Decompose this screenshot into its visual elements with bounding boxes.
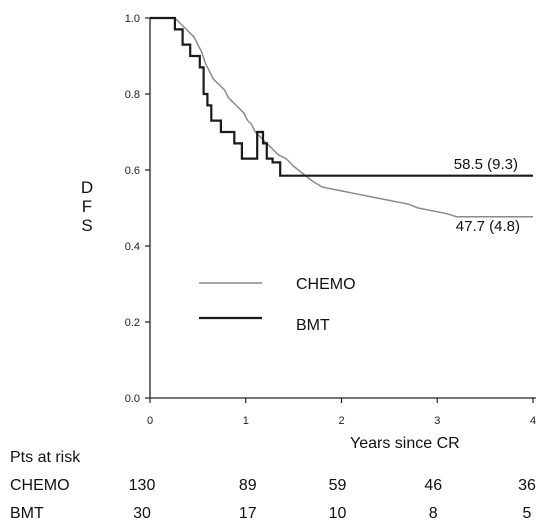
risk-row-label-bmt: BMT [10,505,44,522]
y-axis-label: DFS [81,178,93,235]
y-tick-label: 0.8 [125,89,140,101]
risk-value-bmt: 17 [239,505,257,522]
y-axis-label-letter: S [81,216,92,235]
x-axis-label: Years since CR [350,435,460,452]
series-line-chemo [150,17,533,218]
risk-value-chemo: 59 [329,477,347,494]
x-tick-label: 3 [434,415,440,427]
y-tick-label: 1.0 [125,13,140,25]
risk-value-chemo: 36 [518,477,536,494]
y-tick-label: 0.2 [125,317,140,329]
y-axis-ticks: 0.0 0.2 0.4 0.6 0.8 1.0 [125,13,150,405]
y-tick-label: 0.0 [125,393,140,405]
x-tick-label: 1 [243,415,249,427]
series-line-bmt [150,16,533,177]
bmt-end-annotation: 58.5 (9.3) [454,156,518,173]
risk-value-bmt: 10 [329,505,347,522]
y-axis-label-letter: F [82,197,92,216]
risk-value-chemo: 46 [424,477,442,494]
risk-row-label-chemo: CHEMO [10,477,70,494]
chemo-end-annotation: 47.7 (4.8) [456,218,520,235]
x-axis-ticks: 0 1 2 3 4 [147,398,536,427]
x-tick-label: 2 [338,415,344,427]
legend: CHEMO BMT [199,276,356,334]
risk-value-bmt: 8 [429,505,438,522]
legend-bmt-label: BMT [296,317,330,334]
risk-value-bmt: 5 [523,505,532,522]
x-tick-label: 0 [147,415,153,427]
risk-value-chemo: 89 [239,477,257,494]
risk-value-chemo: 130 [129,477,156,494]
risk-table-values: 130 89 59 46 36 30 17 10 8 5 [129,477,536,522]
risk-value-bmt: 30 [133,505,151,522]
risk-table-title: Pts at risk [10,449,81,466]
risk-table: Pts at risk CHEMO BMT 130 89 59 46 36 30 17 10 8… [10,449,536,522]
y-tick-label: 0.6 [125,165,140,177]
legend-chemo-label: CHEMO [296,276,356,293]
y-tick-label: 0.4 [125,241,140,253]
series-lines [150,16,533,218]
x-tick-label: 4 [530,415,536,427]
y-axis-label-letter: D [81,178,93,197]
